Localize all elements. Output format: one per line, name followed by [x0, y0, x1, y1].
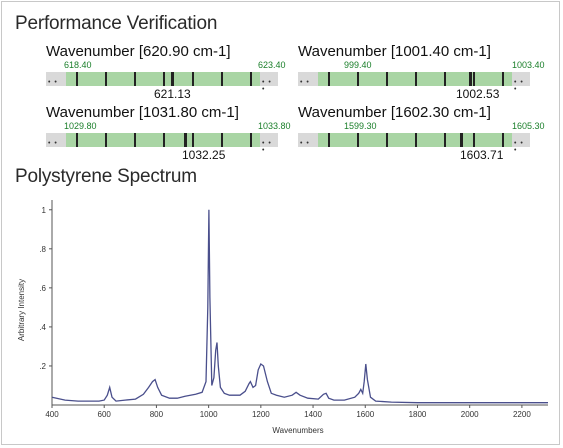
wavenumber-title: Wavenumber [1001.40 cm-1] [298, 43, 491, 60]
left-dots: • • [300, 140, 310, 147]
upper-limit: 623.40 [258, 60, 286, 70]
tolerance-bar: • • • • • [298, 133, 530, 154]
x-tick-label: 1200 [252, 410, 270, 419]
polystyrene-spectrum-title: Polystyrene Spectrum [15, 166, 197, 187]
chart-axes: 400 600 800 1000 1200 1400 1600 1800 2000 2200 .2.… [39, 200, 548, 419]
right-dots: • • • [514, 79, 524, 93]
x-tick-label: 2200 [513, 410, 531, 419]
tick [386, 72, 388, 86]
y-axis-label: Arbitrary Intensity [17, 279, 26, 341]
y-tick-label: .2 [39, 362, 46, 371]
x-tick-label: 800 [150, 410, 164, 419]
tick [76, 72, 78, 86]
wavenumber-title: Wavenumber [620.90 cm-1] [46, 43, 231, 60]
tick [473, 72, 475, 86]
tick [134, 133, 136, 147]
x-tick-label: 1600 [356, 410, 374, 419]
performance-verification-title: Performance Verification [15, 13, 218, 34]
tick [357, 133, 359, 147]
left-dots: • • [300, 79, 310, 86]
x-tick-label: 600 [98, 410, 112, 419]
tick [192, 133, 194, 147]
wavenumber-check-620: Wavenumber [620.90 cm-1] • • • • • 618.4… [46, 43, 286, 101]
tick [171, 72, 174, 86]
tick [250, 133, 252, 147]
tick [221, 72, 223, 86]
tick [415, 133, 417, 147]
tick [250, 72, 252, 86]
left-dots: • • [48, 140, 58, 147]
lower-limit: 1599.30 [344, 121, 377, 131]
wavenumber-check-1001: Wavenumber [1001.40 cm-1] • • • • • 999.… [298, 43, 545, 101]
tick [328, 133, 330, 147]
lower-limit: 999.40 [344, 60, 372, 70]
tick [386, 133, 388, 147]
tick [76, 133, 78, 147]
wavenumber-check-1602: Wavenumber [1602.30 cm-1] • • • • • 1599… [298, 104, 545, 162]
tick [163, 72, 165, 86]
tick [444, 72, 446, 86]
tick [415, 72, 417, 86]
wavenumber-title: Wavenumber [1031.80 cm-1] [46, 104, 239, 121]
wavenumber-check-1031: Wavenumber [1031.80 cm-1] • • • • • 1029… [46, 104, 291, 162]
x-tick-label: 1000 [200, 410, 218, 419]
tick [163, 133, 165, 147]
tick [357, 72, 359, 86]
measured-value: 1002.53 [456, 87, 500, 101]
tick [221, 133, 223, 147]
tick [328, 72, 330, 86]
x-tick-label: 400 [45, 410, 59, 419]
right-dots: • • • [262, 79, 272, 93]
measured-value: 1603.71 [460, 148, 504, 162]
right-dots: • • • [262, 140, 272, 154]
tolerance-bar: • • • • • [46, 133, 278, 154]
x-axis-label: Wavenumbers [272, 426, 323, 435]
upper-limit: 1605.30 [512, 121, 545, 131]
tick [502, 133, 504, 147]
tick [444, 133, 446, 147]
lower-limit: 1029.80 [64, 121, 97, 131]
spectrum-line [51, 209, 548, 404]
wavenumber-title: Wavenumber [1602.30 cm-1] [298, 104, 491, 121]
upper-limit: 1033.80 [258, 121, 291, 131]
y-tick-label: .8 [39, 245, 46, 254]
tick [502, 72, 504, 86]
y-tick-label: .6 [39, 284, 46, 293]
upper-limit: 1003.40 [512, 60, 545, 70]
tick [192, 72, 194, 86]
y-tick-label: .4 [39, 323, 46, 332]
tick [469, 72, 472, 86]
tolerance-bar: • • • • • [46, 72, 278, 93]
measured-value: 621.13 [154, 87, 191, 101]
tick [134, 72, 136, 86]
x-tick-label: 1400 [304, 410, 322, 419]
tick [473, 133, 475, 147]
tick [460, 133, 463, 147]
tick [105, 72, 107, 86]
tick [105, 133, 107, 147]
x-tick-label: 1800 [409, 410, 427, 419]
x-tick-label: 2000 [461, 410, 479, 419]
left-dots: • • [48, 79, 58, 86]
measured-value: 1032.25 [182, 148, 226, 162]
tolerance-bar: • • • • • [298, 72, 530, 93]
lower-limit: 618.40 [64, 60, 92, 70]
y-tick-label: 1 [42, 206, 47, 215]
right-dots: • • • [514, 140, 524, 154]
tick [184, 133, 187, 147]
